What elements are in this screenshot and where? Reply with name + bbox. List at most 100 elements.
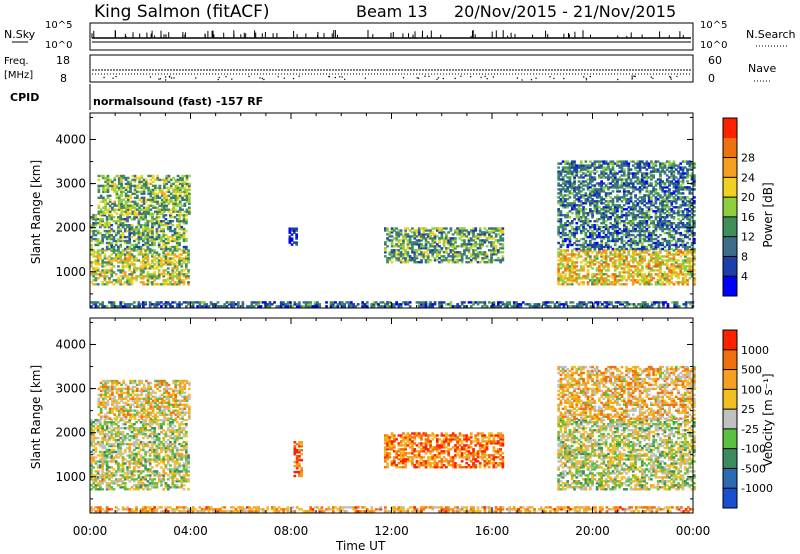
echo-cell — [557, 283, 560, 286]
echo-cell — [688, 227, 692, 231]
echo-cell — [157, 245, 161, 249]
echo-cell — [92, 275, 95, 278]
echo-cell — [174, 202, 178, 205]
echo-cell — [166, 253, 170, 256]
echo-cell — [634, 172, 637, 175]
echo-cell — [665, 261, 669, 264]
echo-cell — [390, 249, 394, 252]
echo-cell — [463, 245, 466, 248]
echo-cell — [438, 245, 441, 248]
echo-cell — [622, 170, 626, 173]
echo-cell — [674, 212, 678, 215]
echo-cell — [501, 227, 505, 230]
echo-cell — [90, 245, 93, 249]
echo-cell — [155, 227, 159, 231]
echo-cell — [643, 225, 646, 229]
echo-cell — [126, 216, 129, 219]
echo-cell — [114, 279, 118, 282]
echo-cell — [577, 192, 581, 195]
echo-cell — [661, 204, 664, 207]
echo-cell — [568, 235, 572, 239]
echo-cell — [629, 178, 633, 181]
echo-cell — [395, 249, 398, 252]
echo-cell — [645, 275, 649, 278]
echo-cell — [589, 204, 592, 207]
echo-cell — [440, 303, 444, 306]
echo-cell — [137, 259, 141, 262]
echo-cell — [490, 229, 493, 232]
echo-cell — [598, 164, 601, 167]
echo-cell — [101, 247, 104, 251]
echo-cell — [638, 229, 642, 233]
echo-cell — [566, 198, 570, 201]
echo-cell — [684, 229, 687, 233]
echo-cell — [395, 233, 398, 236]
echo-cell — [138, 206, 141, 209]
echo-cell — [157, 243, 161, 247]
echo-cell — [139, 261, 143, 264]
echo-cell — [155, 303, 159, 306]
echo-cell — [579, 186, 583, 189]
echo-cell — [595, 220, 599, 223]
echo-cell — [171, 257, 175, 260]
echo-cell — [584, 172, 588, 175]
echo-cell — [690, 212, 694, 215]
echo-cell — [566, 263, 570, 266]
echo-cell — [561, 241, 565, 245]
echo-cell — [582, 259, 585, 262]
echo-cell — [686, 208, 689, 211]
echo-cell — [121, 277, 125, 280]
echo-cell — [171, 237, 175, 241]
echo-cell — [169, 305, 172, 308]
echo-cell — [668, 243, 671, 247]
echo-cell — [631, 229, 635, 233]
echo-cell — [155, 305, 159, 308]
echo-cell — [568, 184, 572, 187]
echo-cell — [688, 277, 692, 280]
echo-cell — [661, 281, 664, 284]
freq-tick-bottom: 8 — [60, 72, 67, 85]
freq-dot — [634, 75, 636, 78]
echo-cell — [557, 229, 560, 233]
echo-cell — [110, 263, 114, 266]
echo-cell — [406, 239, 410, 242]
echo-cell — [426, 249, 430, 252]
echo-cell — [568, 222, 572, 225]
echo-cell — [469, 237, 473, 240]
echo-cell — [185, 259, 188, 262]
echo-cell — [609, 182, 612, 185]
echo-cell — [568, 277, 572, 280]
echo-cell — [384, 243, 387, 246]
echo-cell — [625, 178, 628, 181]
echo-cell — [559, 251, 563, 254]
echo-cell — [591, 224, 594, 227]
echo-cell — [135, 214, 138, 217]
echo-cell — [169, 212, 173, 215]
echo-cell — [645, 206, 649, 209]
echo-cell — [111, 188, 114, 192]
echo-cell — [638, 190, 642, 193]
echo-cell — [595, 269, 599, 272]
echo-cell — [668, 253, 671, 256]
echo-cell — [598, 160, 601, 163]
echo-cell — [677, 253, 680, 256]
echo-cell — [693, 263, 696, 266]
echo-cell — [665, 206, 669, 209]
echo-cell — [661, 196, 664, 199]
echo-cell — [656, 170, 660, 173]
echo-cell — [604, 255, 608, 258]
echo-cell — [670, 182, 674, 185]
echo-cell — [120, 182, 123, 186]
echo-cell — [148, 267, 152, 270]
echo-cell — [631, 253, 635, 256]
echo-cell — [183, 190, 187, 193]
echo-cell — [595, 243, 599, 247]
echo-cell — [183, 188, 187, 192]
echo-cell — [171, 283, 175, 286]
echo-cell — [144, 261, 147, 264]
echo-cell — [589, 259, 592, 262]
echo-cell — [146, 239, 150, 243]
echo-cell — [264, 301, 267, 304]
echo-cell — [162, 224, 166, 227]
echo-cell — [598, 218, 601, 221]
